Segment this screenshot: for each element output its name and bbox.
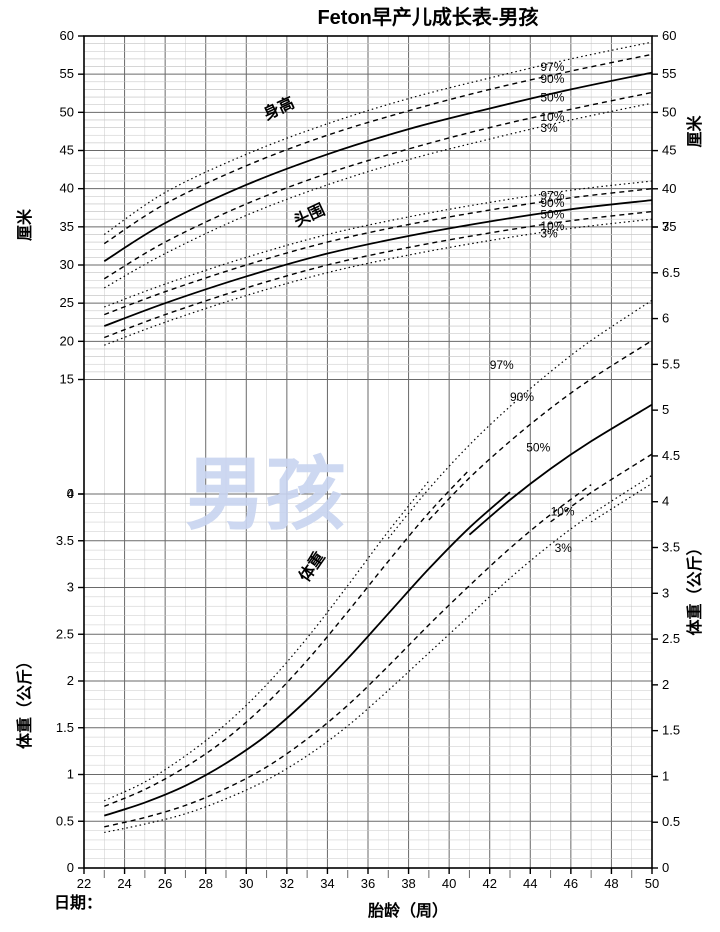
yr-lower-title: 体重（公斤） [685,539,704,635]
x-tick-label: 46 [564,876,578,891]
yr-tick-label: 1 [662,768,669,783]
yl-tick-label: 20 [60,333,74,348]
yl-tick-label: 0 [67,860,74,875]
yr-tick-label: 3.5 [662,540,680,555]
yr-tick-label: 5 [662,402,669,417]
length-pct-p90: 90% [540,72,564,86]
yl-tick-label: 3 [67,580,74,595]
yr-tick-label: 5.5 [662,356,680,371]
x-tick-label: 42 [482,876,496,891]
yr-tick-label: 6 [662,311,669,326]
yr-tick-label: 7 [662,219,669,234]
yr-tick-label: 3 [662,585,669,600]
yl-tick-label: 4 [67,486,74,501]
footer-date: 日期： [54,893,102,912]
x-tick-label: 32 [280,876,294,891]
yr-tick-label: 6.5 [662,265,680,280]
x-tick-label: 40 [442,876,456,891]
x-tick-label: 38 [401,876,415,891]
x-tick-label: 34 [320,876,334,891]
x-tick-label: 24 [117,876,131,891]
yr-tick-label: 60 [662,28,676,43]
head-pct-p3: 3% [540,227,558,241]
yr-tick-label: 2.5 [662,631,680,646]
x-axis-title: 胎龄（周） [368,901,448,920]
x-tick-label: 48 [604,876,618,891]
x-tick-label: 22 [77,876,91,891]
x-tick-label: 26 [158,876,172,891]
x-tick-label: 30 [239,876,253,891]
x-tick-label: 50 [645,876,659,891]
yr-tick-label: 50 [662,104,676,119]
yr-tick-label: 40 [662,181,676,196]
yl-tick-label: 40 [60,181,74,196]
chart-bg [0,0,720,932]
watermark: 男孩 [185,450,345,539]
x-tick-label: 28 [198,876,212,891]
yl-tick-label: 25 [60,295,74,310]
yl-tick-label: 50 [60,104,74,119]
x-tick-label: 36 [361,876,375,891]
weight-pct-p50: 50% [526,440,550,454]
yl-upper-title: 厘米 [15,208,34,241]
chart-title: Feton早产儿成长表-男孩 [317,5,538,29]
yr-tick-label: 55 [662,66,676,81]
weight-pct-p97: 97% [490,358,514,372]
x-tick-label: 44 [523,876,537,891]
yr-tick-label: 45 [662,143,676,158]
yl-tick-label: 45 [60,143,74,158]
yl-tick-label: 3.5 [56,533,74,548]
yr-upper-title: 厘米 [685,115,704,148]
yl-lower-title: 体重（公斤） [15,653,34,749]
yl-tick-label: 1 [67,767,74,782]
yl-tick-label: 60 [60,28,74,43]
length-pct-p3: 3% [540,121,558,135]
weight-pct-p3: 3% [555,541,573,555]
yl-tick-label: 30 [60,257,74,272]
length-pct-p50: 50% [540,91,564,105]
yl-tick-label: 1.5 [56,720,74,735]
yr-tick-label: 0.5 [662,814,680,829]
yl-tick-label: 2 [67,673,74,688]
yr-tick-label: 4 [662,494,669,509]
yl-tick-label: 55 [60,66,74,81]
yl-tick-label: 15 [60,372,74,387]
yl-tick-label: 2.5 [56,626,74,641]
yr-tick-label: 2 [662,677,669,692]
yr-tick-label: 0 [662,860,669,875]
yr-tick-label: 1.5 [662,723,680,738]
weight-pct-p10: 10% [551,504,575,518]
yl-tick-label: 0.5 [56,813,74,828]
yr-tick-label: 4.5 [662,448,680,463]
weight-pct-p90: 90% [510,390,534,404]
yl-tick-label: 35 [60,219,74,234]
